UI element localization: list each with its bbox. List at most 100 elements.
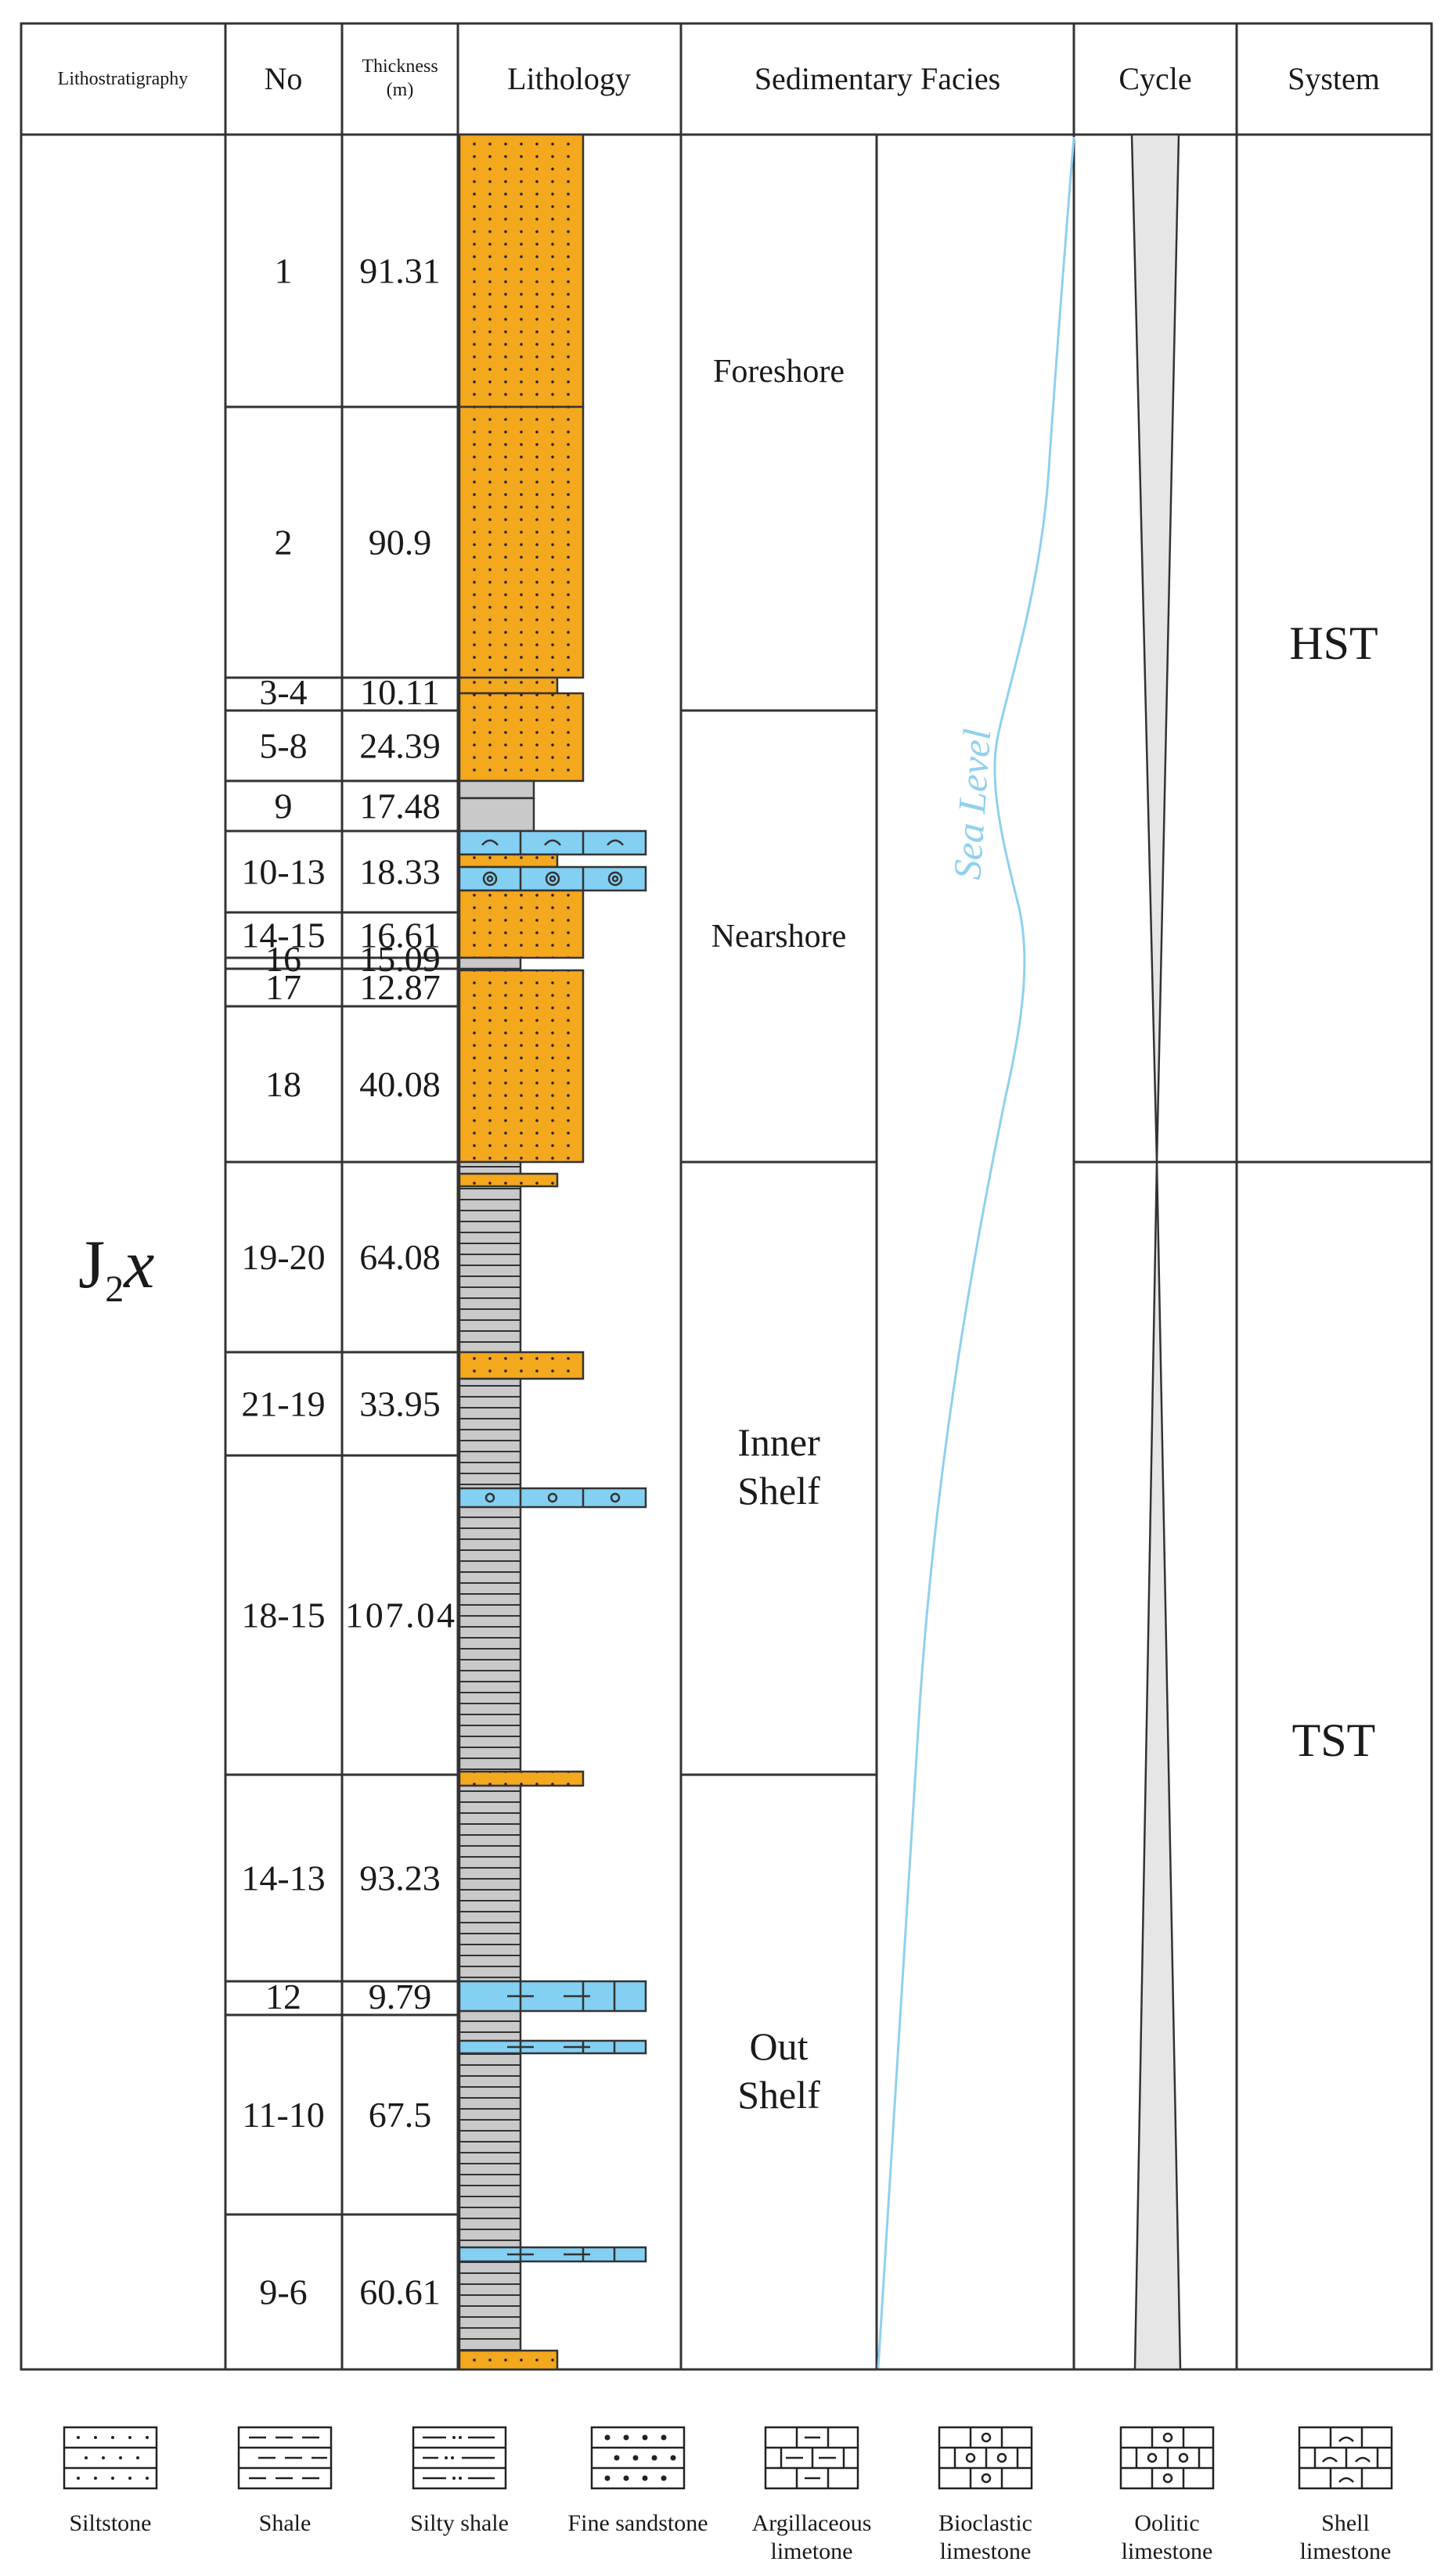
litho-shale-bed-9b [458,797,535,833]
legend-label-silty-shale: Silty shale [410,2510,509,2536]
legend-symbol-siltstone [63,2426,158,2490]
header-no: No [265,61,303,96]
table-grid [20,22,1433,2371]
legend-label-bioclastic: Bioclastic [938,2510,1032,2536]
facies-out-shelf-2: Shelf [737,2073,820,2117]
litho-sandstone-thin-2 [458,1770,585,1787]
litho-shale-main [458,1160,522,2371]
litho-oolitic-limestone [458,865,647,892]
bed-thickness: 40.08 [359,1064,441,1104]
lithology-column [458,133,647,2371]
bed-number: 11-10 [242,2095,325,2135]
legend-label-bioclastic-limestone: limestone [940,2538,1032,2564]
header-system: System [1288,61,1380,96]
legend-label-shell: Shell [1321,2510,1370,2536]
bed-number: 9 [275,786,293,826]
bed-number: 10-13 [241,852,325,892]
legend-label-argillaceous: Argillaceous [752,2510,872,2536]
facies-foreshore: Foreshore [713,354,845,390]
litho-sandstone-bed-21-19 [458,1351,585,1380]
legend-symbol-fine-sandstone [590,2426,686,2490]
system-hst: HST [1289,617,1378,669]
facies-inner-shelf-1: Inner [737,1420,820,1464]
header-lithology: Lithology [507,61,631,96]
litho-shell-limestone [458,829,647,856]
header-cycle: Cycle [1118,61,1191,96]
litho-argillaceous-limestone-thin-1 [458,2039,647,2055]
bed-number: 14-15 [241,916,325,955]
cycle-transgressive [1133,1161,1182,2371]
bed-number: 18 [265,1064,301,1104]
bed-thickness: 60.61 [359,2272,441,2312]
bed-thickness: 67.5 [369,2095,432,2135]
bed-number: 1 [275,251,293,291]
litho-shale-thin [458,956,522,970]
bed-thickness: 90.9 [369,523,432,563]
legend-symbol-oolitic-limestone [1119,2426,1215,2490]
litho-siltstone-thin [458,853,559,869]
legend-label-siltstone: Siltstone [69,2510,151,2536]
header-thickness: Thickness [362,56,438,77]
header-thickness-unit: (m) [387,80,414,100]
header-sedimentary-facies: Sedimentary Facies [755,61,1000,96]
litho-sandstone-bed-3-4 [458,676,559,695]
litho-sandstone-bed-1 [458,133,585,408]
legend-label-limetone: limetone [771,2538,853,2564]
bed-number: 9-6 [259,2272,307,2312]
header-lithostratigraphy: Lithostratigraphy [58,69,189,89]
legend: Siltstone Shale Silty shale Fine sandsto… [63,2426,1393,2564]
sea-level-label: Sea Level [945,727,999,880]
bed-thickness: 17.48 [359,786,441,826]
legend-symbol-bioclastic-limestone [938,2426,1033,2490]
legend-symbol-shell-limestone [1298,2426,1393,2490]
cycle-hourglass [1130,133,1182,2371]
legend-symbol-argillaceous-limestone [764,2426,859,2490]
cycle-regressive [1130,133,1180,1163]
bed-thickness: 64.08 [359,1237,441,1277]
legend-symbol-silty-shale [412,2426,507,2490]
bed-number: 21-19 [241,1384,325,1424]
bed-number: 2 [275,523,293,563]
bed-number: 18-15 [241,1596,325,1635]
bed-labels: 1 91.31 2 90.9 3-4 10.11 5-8 24.39 9 17.48 10-13 18… [241,251,455,2312]
litho-sandstone-thin-1 [458,1172,559,1188]
bed-number: 5-8 [259,726,307,766]
bed-thickness: 33.95 [359,1384,441,1424]
legend-symbol-shale [237,2426,333,2490]
bed-thickness: 12.87 [359,967,441,1007]
bed-number: 12 [265,1977,301,2017]
bed-row-dividers [225,405,458,2216]
header-row: Lithostratigraphy No Thickness (m) Litho… [58,56,1380,100]
bed-number: 17 [265,967,301,1007]
litho-sandstone-base [458,2349,559,2371]
table-frame [20,22,1433,2371]
bed-number: 16 [265,939,301,979]
litho-shale-bed-9a [458,779,535,800]
legend-label-shell-limestone: limestone [1300,2538,1392,2564]
legend-label-fine-sandstone: Fine sandstone [567,2510,708,2536]
litho-argillaceous-limestone-bed-12 [458,1980,647,2013]
facies-inner-shelf-2: Shelf [737,1469,820,1513]
legend-label-oolitic-limestone: limestone [1122,2538,1213,2564]
litho-bioclastic-limestone [458,1487,647,1509]
bed-number: 3-4 [259,672,307,712]
bed-number: 14-13 [241,1858,325,1898]
bed-thickness: 15.09 [359,939,441,979]
litho-sandstone-bed-2 [458,405,585,679]
bed-thickness: 107.04 [345,1596,455,1635]
system-tst: TST [1292,1714,1376,1766]
facies-labels: Foreshore Nearshore Inner Shelf Out Shel… [711,354,847,2117]
limestone-symbols [481,831,624,2261]
bed-thickness: 16.61 [359,916,441,955]
litho-sandstone-bed-16-18 [458,969,585,1164]
formation-label: J2x [78,1227,154,1310]
bed-thickness: 93.23 [359,1858,441,1898]
bed-number: 19-20 [241,1237,325,1277]
litho-sandstone-bed-5-8 [458,692,585,783]
facies-nearshore: Nearshore [711,919,847,955]
sea-level-curve [877,136,1075,2369]
bed-thickness: 9.79 [369,1977,432,2017]
bed-thickness: 10.11 [360,672,440,712]
legend-label-shale: Shale [259,2510,312,2536]
